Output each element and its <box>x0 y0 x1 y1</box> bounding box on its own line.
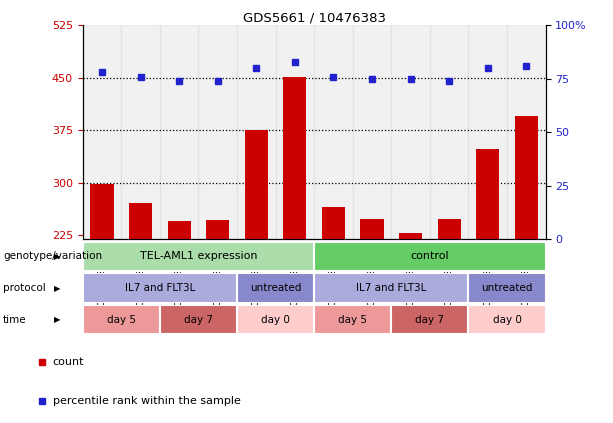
Text: untreated: untreated <box>481 283 533 293</box>
Bar <box>468 273 546 303</box>
Bar <box>438 219 461 239</box>
Text: IL7 and FLT3L: IL7 and FLT3L <box>124 283 195 293</box>
Text: day 5: day 5 <box>107 315 136 325</box>
Bar <box>314 273 468 303</box>
Text: ▶: ▶ <box>54 315 60 324</box>
Text: day 5: day 5 <box>338 315 367 325</box>
Bar <box>391 305 468 335</box>
Bar <box>322 207 345 239</box>
Bar <box>360 220 384 239</box>
Text: IL7 and FLT3L: IL7 and FLT3L <box>356 283 427 293</box>
Bar <box>314 242 546 271</box>
Bar <box>283 77 306 239</box>
Text: percentile rank within the sample: percentile rank within the sample <box>53 396 240 406</box>
Bar <box>129 203 152 239</box>
Bar <box>237 273 314 303</box>
Bar <box>167 222 191 239</box>
Bar <box>83 305 160 335</box>
Text: day 7: day 7 <box>416 315 444 325</box>
Text: TEL-AML1 expression: TEL-AML1 expression <box>140 251 257 261</box>
Bar <box>276 25 314 239</box>
Bar <box>507 25 546 239</box>
Text: ▶: ▶ <box>54 252 60 261</box>
Text: day 0: day 0 <box>261 315 290 325</box>
Text: day 7: day 7 <box>184 315 213 325</box>
Bar <box>160 305 237 335</box>
Bar <box>314 25 352 239</box>
Bar <box>121 25 160 239</box>
Bar <box>314 305 391 335</box>
Title: GDS5661 / 10476383: GDS5661 / 10476383 <box>243 11 386 24</box>
Bar <box>476 149 499 239</box>
Bar <box>83 242 314 271</box>
Text: genotype/variation: genotype/variation <box>3 251 102 261</box>
Bar <box>430 25 468 239</box>
Text: untreated: untreated <box>250 283 301 293</box>
Text: time: time <box>3 315 27 325</box>
Bar <box>199 25 237 239</box>
Bar <box>83 25 121 239</box>
Bar <box>515 116 538 239</box>
Text: protocol: protocol <box>3 283 46 293</box>
Bar <box>352 25 391 239</box>
Bar <box>468 25 507 239</box>
Bar <box>91 184 113 239</box>
Bar <box>83 273 237 303</box>
Bar <box>391 25 430 239</box>
Text: control: control <box>411 251 449 261</box>
Bar <box>160 25 199 239</box>
Bar <box>237 25 276 239</box>
Bar <box>237 305 314 335</box>
Bar <box>399 233 422 239</box>
Text: day 0: day 0 <box>493 315 522 325</box>
Bar <box>206 220 229 239</box>
Bar <box>245 130 268 239</box>
Text: ▶: ▶ <box>54 283 60 293</box>
Text: count: count <box>53 357 84 366</box>
Bar <box>468 305 546 335</box>
